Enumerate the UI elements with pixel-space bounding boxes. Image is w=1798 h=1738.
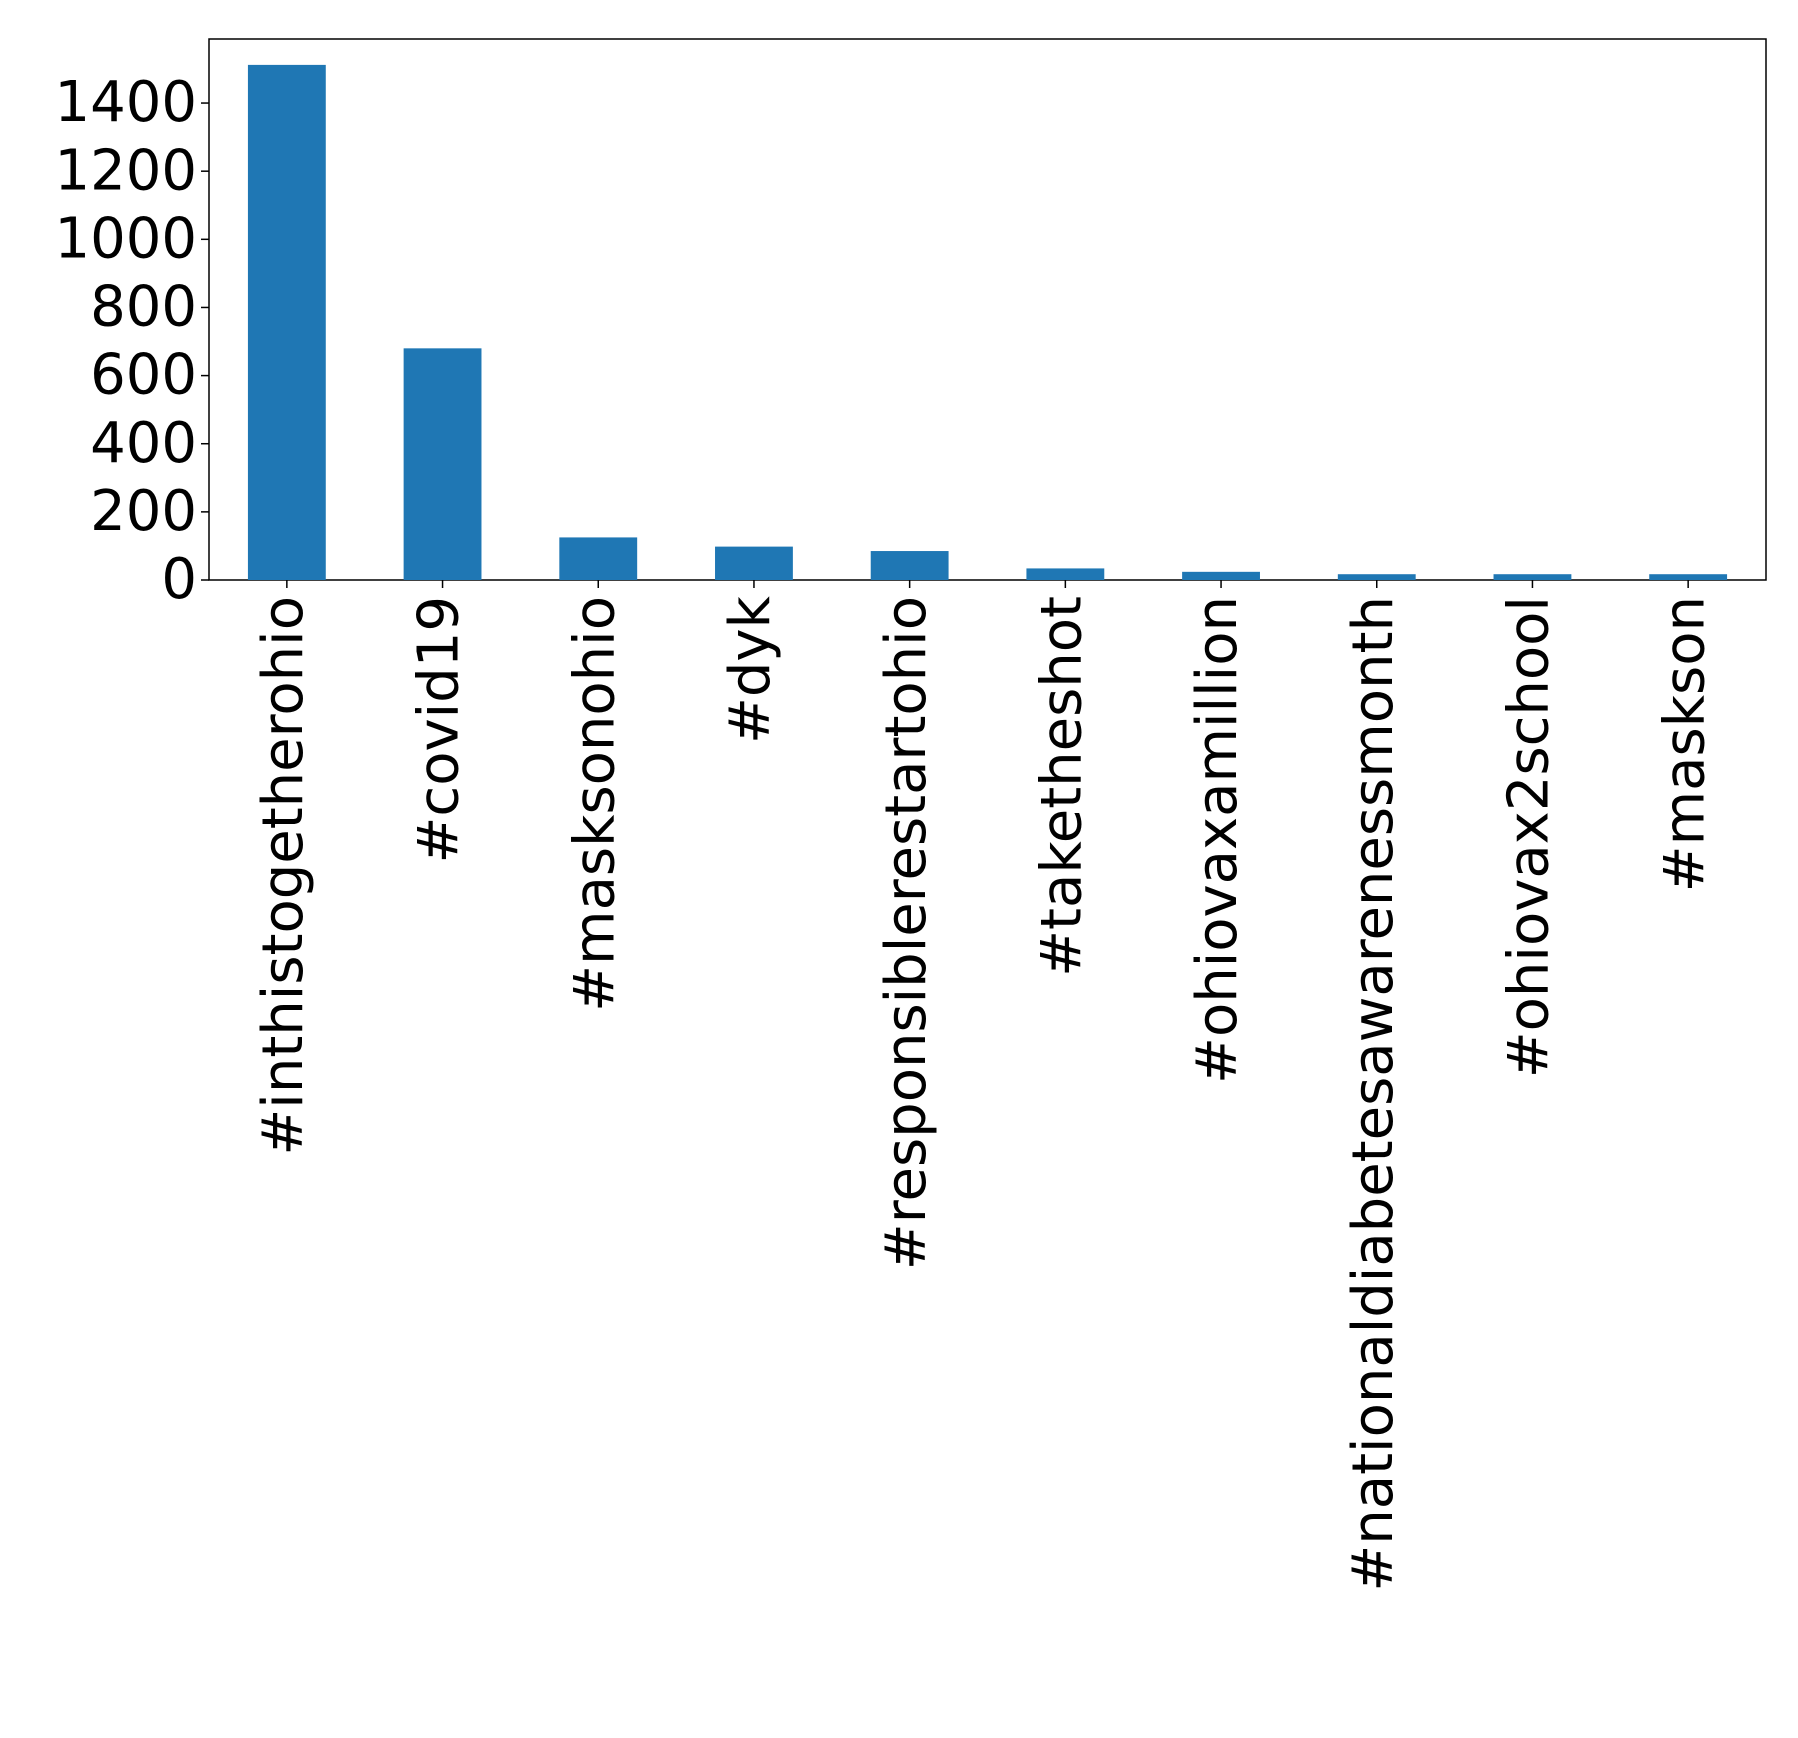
x-tick-label: #nationaldiabetesawarenessmonth xyxy=(1341,596,1406,1592)
x-tick-label: #dyk xyxy=(718,595,783,744)
y-tick-label: 1400 xyxy=(54,70,197,135)
x-tick-label: #maskson xyxy=(1652,596,1717,892)
bar xyxy=(870,551,949,580)
plot-frame xyxy=(208,38,1767,581)
bar xyxy=(1337,574,1416,580)
x-tick-label: #covid19 xyxy=(407,596,472,863)
x-tick-label: #responsiblerestartohio xyxy=(874,596,939,1270)
bar xyxy=(403,348,482,580)
x-tick-label: #inthistogetherohio xyxy=(251,596,316,1156)
bar xyxy=(1026,568,1105,580)
y-tick-label: 1200 xyxy=(54,138,197,203)
bar xyxy=(1649,574,1728,580)
x-tick-label: #masksonohio xyxy=(562,596,627,1012)
y-tick-label: 600 xyxy=(90,343,197,408)
bar xyxy=(1493,574,1572,580)
x-tick-label: #taketheshot xyxy=(1029,596,1094,977)
x-tick-label: #ohiovaxamillion xyxy=(1185,596,1250,1084)
y-tick-label: 1000 xyxy=(54,206,197,271)
y-tick-label: 800 xyxy=(90,275,197,340)
y-tick-label: 200 xyxy=(90,479,197,544)
y-tick-label: 0 xyxy=(161,547,197,612)
x-tick-label: #ohiovax2school xyxy=(1497,596,1562,1078)
bar xyxy=(247,64,326,581)
bar xyxy=(1182,571,1260,580)
bar xyxy=(559,537,638,580)
bar xyxy=(715,546,793,580)
y-tick-label: 400 xyxy=(90,411,197,476)
